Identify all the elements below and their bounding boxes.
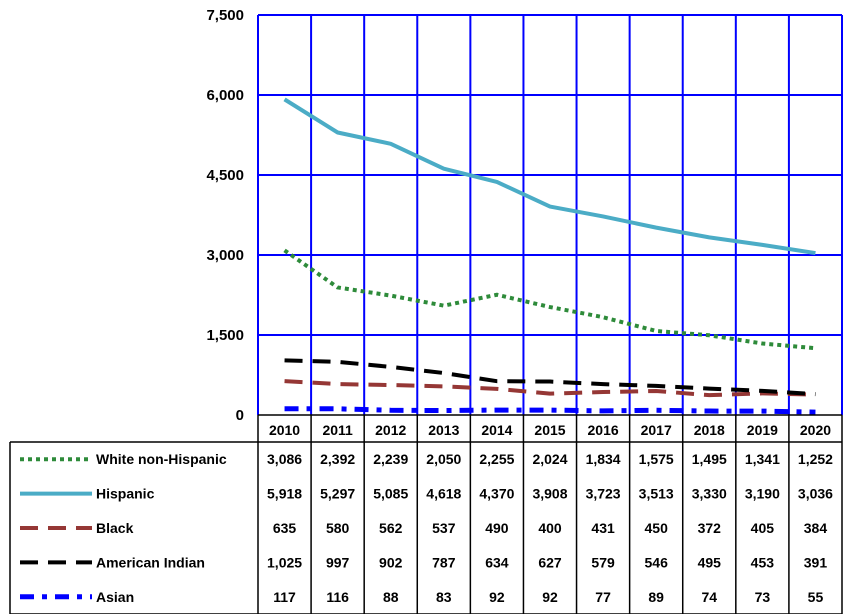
data-label: 391 <box>804 554 828 570</box>
data-label: 77 <box>595 589 611 605</box>
y-tick-label: 3,000 <box>206 247 244 264</box>
data-label: 3,330 <box>692 486 727 502</box>
data-label: 55 <box>808 589 824 605</box>
data-label: 372 <box>698 520 722 536</box>
x-tick-label: 2011 <box>322 422 353 438</box>
data-label: 400 <box>538 520 562 536</box>
data-label: 5,918 <box>267 486 302 502</box>
x-tick-label: 2019 <box>747 422 778 438</box>
x-tick-label: 2015 <box>534 422 565 438</box>
series-line-black <box>284 379 816 398</box>
data-label: 453 <box>751 554 775 570</box>
data-label: 117 <box>273 589 296 605</box>
data-label: 5,085 <box>373 486 408 502</box>
data-label: 3,513 <box>639 486 674 502</box>
data-label: 1,252 <box>798 451 833 467</box>
data-label: 3,036 <box>798 486 833 502</box>
legend-label: Asian <box>96 589 134 605</box>
legend-label: American Indian <box>96 554 205 570</box>
data-label: 1,575 <box>639 451 674 467</box>
x-tick-label: 2010 <box>269 422 300 438</box>
data-label: 92 <box>489 589 505 605</box>
gridlines <box>257 14 843 415</box>
data-label: 2,050 <box>426 451 461 467</box>
data-label: 635 <box>273 520 297 536</box>
x-tick-label: 2017 <box>641 422 672 438</box>
data-table: 2010 2011 2012 2013 2014 2015 2016 2017 2018 2019… <box>9 414 843 614</box>
series-line-hispanic <box>283 97 816 256</box>
y-tick-label: 6,000 <box>206 87 244 104</box>
data-label: 3,723 <box>586 486 621 502</box>
data-label: 997 <box>326 554 350 570</box>
legend-label: Black <box>96 520 134 536</box>
series-lines <box>283 97 816 415</box>
data-label: 83 <box>436 589 452 605</box>
legend-label: White non-Hispanic <box>96 451 227 467</box>
x-tick-label: 2012 <box>375 422 406 438</box>
data-label: 92 <box>542 589 558 605</box>
data-label: 3,908 <box>532 486 567 502</box>
data-label: 490 <box>485 520 509 536</box>
y-tick-label: 1,500 <box>206 327 244 344</box>
x-tick-label: 2016 <box>588 422 619 438</box>
data-label: 902 <box>379 554 403 570</box>
x-tick-label: 2018 <box>694 422 725 438</box>
data-label: 73 <box>755 589 771 605</box>
data-label: 3,086 <box>267 451 302 467</box>
data-label: 627 <box>538 554 562 570</box>
series-line-white-non-hispanic <box>283 248 816 351</box>
data-label: 580 <box>326 520 350 536</box>
data-label: 1,025 <box>267 554 302 570</box>
data-label: 2,239 <box>373 451 408 467</box>
y-axis-ticks: 0 1,500 3,000 4,500 6,000 7,500 <box>206 7 244 424</box>
data-label: 1,341 <box>745 451 780 467</box>
data-label: 1,834 <box>586 451 621 467</box>
data-label: 2,255 <box>479 451 514 467</box>
data-label: 116 <box>326 589 349 605</box>
data-label: 495 <box>698 554 722 570</box>
data-label: 537 <box>432 520 456 536</box>
data-label: 405 <box>751 520 775 536</box>
data-label: 546 <box>645 554 669 570</box>
data-label: 579 <box>591 554 615 570</box>
y-tick-label: 7,500 <box>206 7 244 24</box>
data-label: 634 <box>485 554 509 570</box>
data-label: 4,618 <box>426 486 461 502</box>
data-label: 1,495 <box>692 451 727 467</box>
series-line-asian <box>284 406 816 415</box>
data-label: 2,392 <box>320 451 355 467</box>
data-label: 4,370 <box>479 486 514 502</box>
legend-label: Hispanic <box>96 486 155 502</box>
x-tick-label: 2013 <box>428 422 459 438</box>
data-label: 89 <box>648 589 664 605</box>
data-label: 88 <box>383 589 399 605</box>
x-tick-label: 2020 <box>800 422 831 438</box>
data-label: 450 <box>645 520 669 536</box>
x-tick-label: 2014 <box>481 422 512 438</box>
y-tick-label: 4,500 <box>206 167 244 184</box>
data-label: 2,024 <box>532 451 567 467</box>
data-label: 5,297 <box>320 486 355 502</box>
data-label: 787 <box>432 554 456 570</box>
data-label: 562 <box>379 520 403 536</box>
data-label: 431 <box>591 520 615 536</box>
y-tick-label: 0 <box>236 407 244 424</box>
series-line-american-indian <box>284 358 816 397</box>
data-label: 384 <box>804 520 828 536</box>
data-label: 3,190 <box>745 486 780 502</box>
data-label: 74 <box>701 589 717 605</box>
